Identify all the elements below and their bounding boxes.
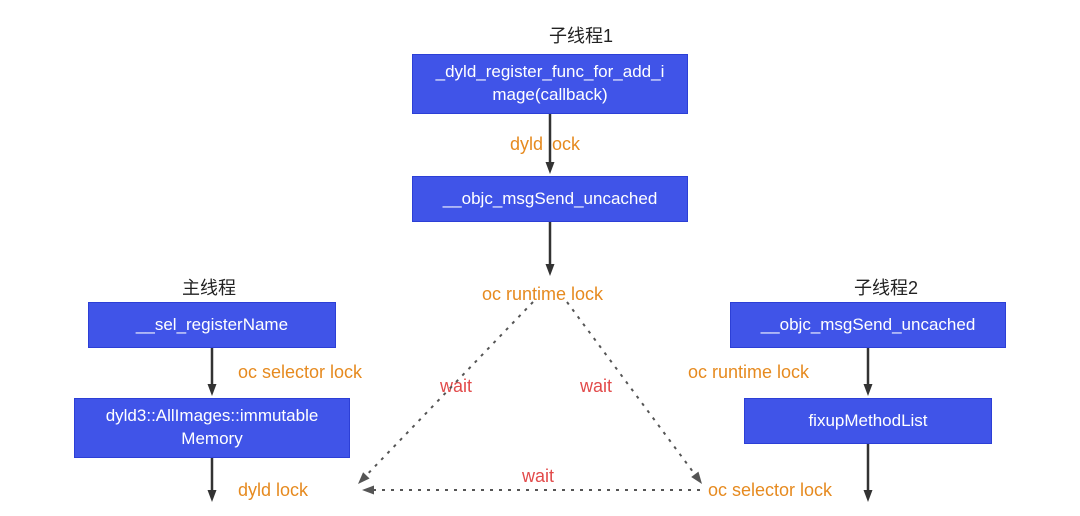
node-sub1-reg: _dyld_register_func_for_add_i mage(callb…: [412, 54, 688, 114]
heading-h-sub1: 子线程1: [549, 26, 613, 48]
node-main-dyld3: dyld3::AllImages::immutable Memory: [74, 398, 350, 458]
lock-label-l-dyld-l: dyld lock: [238, 480, 308, 502]
node-sub1-msg: __objc_msgSend_uncached: [412, 176, 688, 222]
node-main-sel: __sel_registerName: [88, 302, 336, 348]
node-sub2-msg: __objc_msgSend_uncached: [730, 302, 1006, 348]
lock-label-l-dyld-t: dyld lock: [510, 134, 580, 156]
node-sub2-fix: fixupMethodList: [744, 398, 992, 444]
wait-label-w-bottom: wait: [522, 466, 554, 488]
arrow-head-a-sub1-2: [546, 264, 555, 276]
wait-label-w-right: wait: [580, 376, 612, 398]
arrow-head-a-sub2-2: [864, 490, 873, 502]
arrow-head-a-main-2: [208, 490, 217, 502]
lock-label-l-selector2: oc selector lock: [708, 480, 832, 502]
arrow-head-a-main-1: [208, 384, 217, 396]
lock-label-l-selector: oc selector lock: [238, 362, 362, 384]
arrow-head-d-tri-b: [362, 486, 374, 495]
wait-label-w-left: wait: [440, 376, 472, 398]
heading-h-sub2: 子线程2: [854, 278, 918, 300]
diagram-stage: __sel_registerNamedyld3::AllImages::immu…: [0, 0, 1080, 516]
arrow-head-d-tri-r: [691, 472, 702, 484]
arrow-head-a-sub1-1: [546, 162, 555, 174]
heading-h-main: 主线程: [182, 278, 236, 300]
arrow-head-a-sub2-1: [864, 384, 873, 396]
lock-label-l-runtime1: oc runtime lock: [482, 284, 603, 306]
arrow-head-d-tri-l: [358, 472, 370, 484]
lock-label-l-runtime2: oc runtime lock: [688, 362, 809, 384]
